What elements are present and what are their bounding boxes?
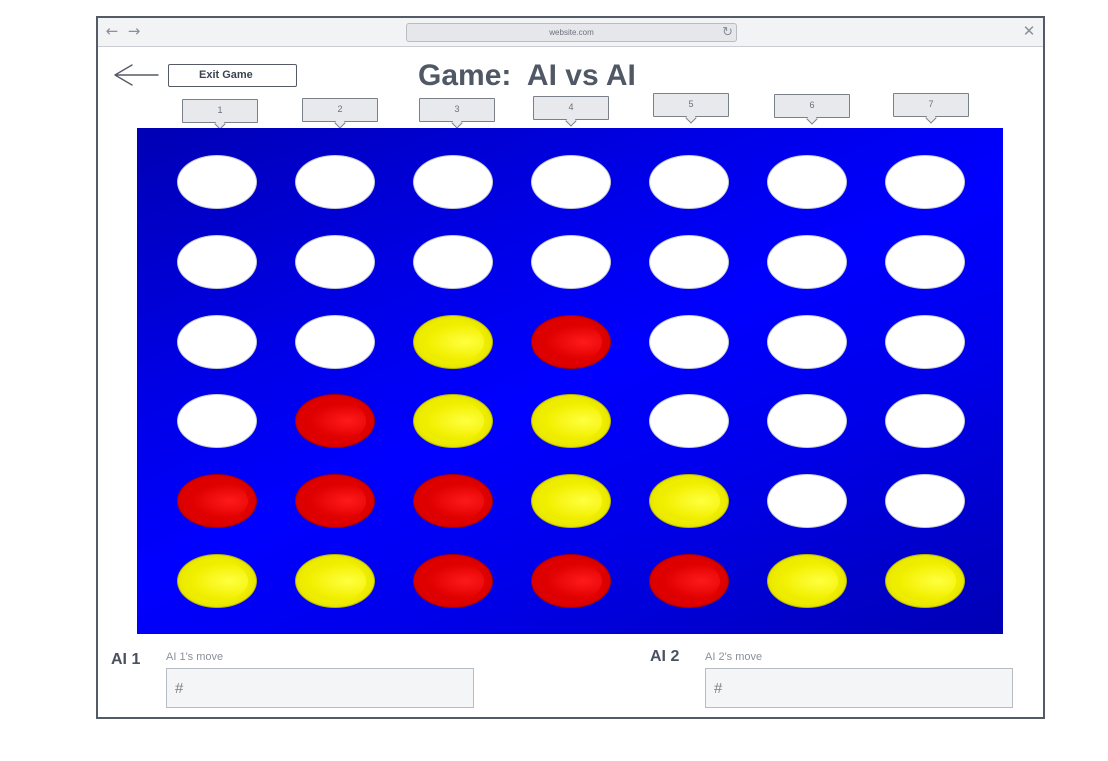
red-disc[interactable] bbox=[413, 474, 493, 528]
player-1-label: AI 1 bbox=[111, 651, 141, 668]
empty-slot[interactable] bbox=[649, 235, 729, 289]
browser-toolbar: ← → website.com ↻ ✕ bbox=[98, 18, 1043, 47]
red-disc[interactable] bbox=[531, 315, 611, 369]
yellow-disc[interactable] bbox=[413, 315, 493, 369]
yellow-disc[interactable] bbox=[177, 554, 257, 608]
column-label: 6 bbox=[809, 100, 815, 110]
column-5-button[interactable]: 5 bbox=[653, 93, 729, 117]
column-3-button[interactable]: 3 bbox=[419, 98, 495, 122]
player-2-move-input[interactable] bbox=[705, 668, 1013, 708]
yellow-disc[interactable] bbox=[767, 554, 847, 608]
empty-slot[interactable] bbox=[767, 474, 847, 528]
reload-icon[interactable]: ↻ bbox=[722, 25, 733, 40]
column-label: 1 bbox=[217, 105, 223, 115]
column-4-button[interactable]: 4 bbox=[533, 96, 609, 120]
empty-slot[interactable] bbox=[531, 235, 611, 289]
empty-slot[interactable] bbox=[649, 394, 729, 448]
empty-slot[interactable] bbox=[767, 315, 847, 369]
player-1-move-caption: AI 1's move bbox=[166, 651, 224, 663]
empty-slot[interactable] bbox=[295, 235, 375, 289]
empty-slot[interactable] bbox=[531, 155, 611, 209]
arrow-left-icon[interactable] bbox=[112, 62, 160, 88]
exit-game-button[interactable]: Exit Game bbox=[168, 64, 297, 87]
empty-slot[interactable] bbox=[885, 394, 965, 448]
column-label: 7 bbox=[928, 99, 934, 109]
empty-slot[interactable] bbox=[767, 394, 847, 448]
empty-slot[interactable] bbox=[767, 155, 847, 209]
player-2-label: AI 2 bbox=[650, 648, 680, 665]
yellow-disc[interactable] bbox=[885, 554, 965, 608]
red-disc[interactable] bbox=[295, 474, 375, 528]
empty-slot[interactable] bbox=[649, 315, 729, 369]
empty-slot[interactable] bbox=[177, 394, 257, 448]
yellow-disc[interactable] bbox=[649, 474, 729, 528]
yellow-disc[interactable] bbox=[531, 394, 611, 448]
page-title: Game: AI vs AI bbox=[418, 59, 636, 92]
column-label: 2 bbox=[337, 104, 343, 114]
empty-slot[interactable] bbox=[177, 155, 257, 209]
yellow-disc[interactable] bbox=[531, 474, 611, 528]
column-1-button[interactable]: 1 bbox=[182, 99, 258, 123]
arrow-right-icon[interactable]: → bbox=[127, 22, 141, 40]
empty-slot[interactable] bbox=[649, 155, 729, 209]
yellow-disc[interactable] bbox=[295, 554, 375, 608]
empty-slot[interactable] bbox=[413, 155, 493, 209]
yellow-disc[interactable] bbox=[413, 394, 493, 448]
empty-slot[interactable] bbox=[295, 315, 375, 369]
column-6-button[interactable]: 6 bbox=[774, 94, 850, 118]
empty-slot[interactable] bbox=[767, 235, 847, 289]
address-bar[interactable]: website.com ↻ bbox=[406, 23, 737, 42]
empty-slot[interactable] bbox=[885, 235, 965, 289]
empty-slot[interactable] bbox=[885, 155, 965, 209]
url-text: website.com bbox=[549, 28, 594, 37]
red-disc[interactable] bbox=[531, 554, 611, 608]
close-icon[interactable]: ✕ bbox=[1022, 22, 1036, 40]
red-disc[interactable] bbox=[649, 554, 729, 608]
column-label: 4 bbox=[568, 102, 574, 112]
column-7-button[interactable]: 7 bbox=[893, 93, 969, 117]
game-board[interactable] bbox=[137, 128, 1003, 634]
empty-slot[interactable] bbox=[885, 315, 965, 369]
column-label: 3 bbox=[454, 104, 460, 114]
empty-slot[interactable] bbox=[885, 474, 965, 528]
player-2-move-caption: AI 2's move bbox=[705, 651, 763, 663]
empty-slot[interactable] bbox=[295, 155, 375, 209]
red-disc[interactable] bbox=[177, 474, 257, 528]
red-disc[interactable] bbox=[295, 394, 375, 448]
red-disc[interactable] bbox=[413, 554, 493, 608]
empty-slot[interactable] bbox=[177, 235, 257, 289]
arrow-left-icon[interactable]: ← bbox=[105, 22, 119, 40]
column-2-button[interactable]: 2 bbox=[302, 98, 378, 122]
empty-slot[interactable] bbox=[413, 235, 493, 289]
empty-slot[interactable] bbox=[177, 315, 257, 369]
column-label: 5 bbox=[688, 99, 694, 109]
player-1-move-input[interactable] bbox=[166, 668, 474, 708]
